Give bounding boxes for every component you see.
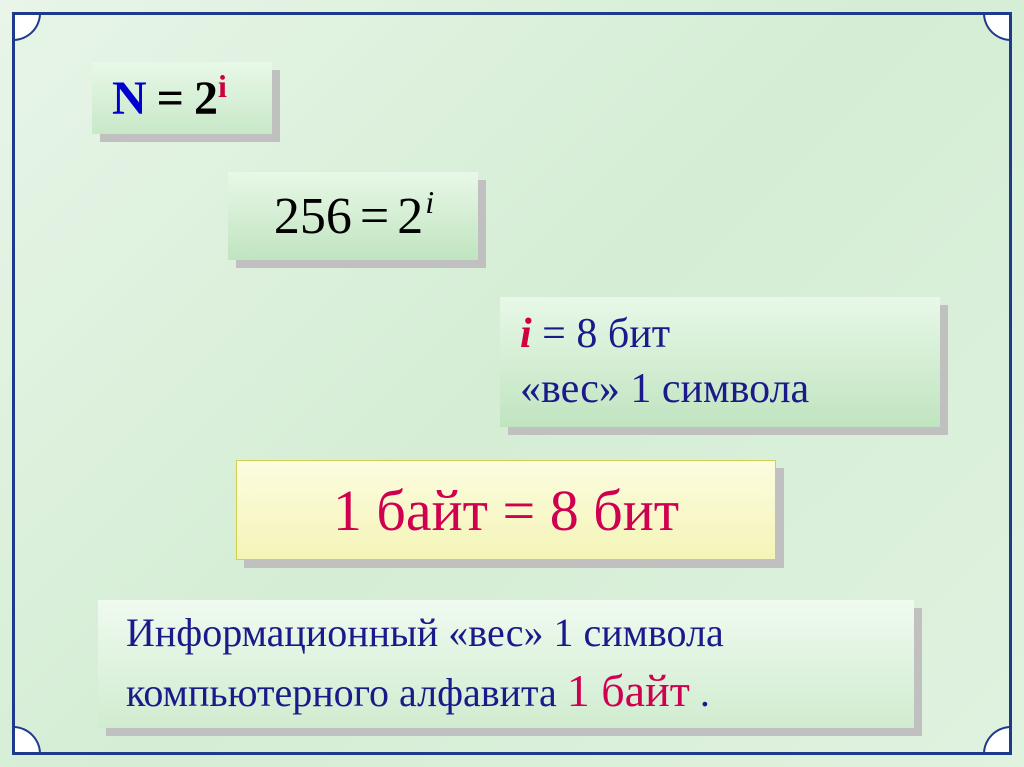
result-value: = 8 бит xyxy=(532,311,670,357)
summary-text-a: компьютерного алфавита xyxy=(126,670,567,715)
byte-equals-bits: 1 байт = 8 бит xyxy=(333,477,679,544)
result-line-2: «вес» 1 символа xyxy=(520,362,920,417)
exponent-i: i xyxy=(218,68,227,105)
summary-highlight: 1 байт xyxy=(567,665,690,716)
summary-line-2: компьютерного алфавита 1 байт . xyxy=(126,660,886,722)
lhs-value: 256 xyxy=(274,187,352,246)
byte-definition-box: 1 байт = 8 бит xyxy=(236,460,776,560)
corner-decoration xyxy=(13,726,41,754)
summary-text-c: . xyxy=(690,670,710,715)
corner-decoration xyxy=(13,13,41,41)
summary-box: Информационный «вес» 1 символа компьютер… xyxy=(98,600,914,728)
base-number: 2 xyxy=(194,71,218,126)
formula-box-n-equals: N = 2i xyxy=(92,62,272,134)
result-line-1: i = 8 бит xyxy=(520,307,920,362)
base-number: 2 xyxy=(397,187,423,246)
variable-n: N xyxy=(112,71,147,126)
result-box-bits: i = 8 бит «вес» 1 символа xyxy=(500,297,940,427)
summary-line-1: Информационный «вес» 1 символа xyxy=(126,606,886,660)
corner-decoration xyxy=(983,726,1011,754)
equals-sign: = xyxy=(360,187,389,246)
corner-decoration xyxy=(983,13,1011,41)
equals-sign: = xyxy=(157,71,184,126)
formula-box-256: 256 = 2i xyxy=(228,172,478,260)
exponent-i: i xyxy=(425,184,434,221)
variable-i: i xyxy=(520,311,532,357)
